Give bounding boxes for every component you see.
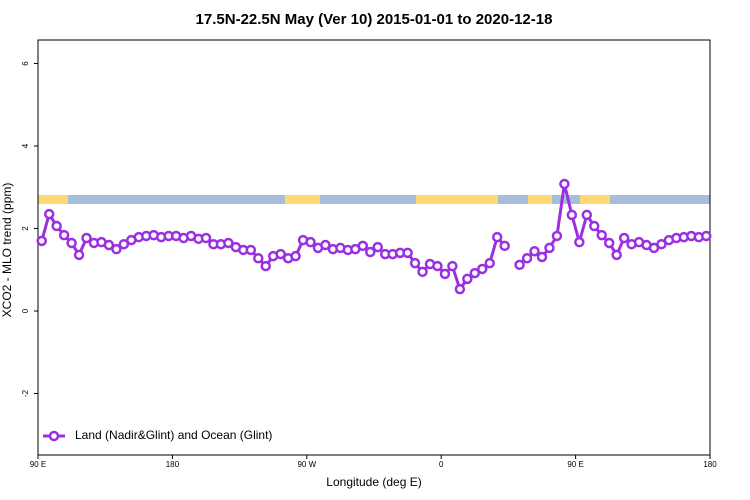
data-point [66,237,77,249]
data-point [103,239,115,251]
data-point [559,178,570,190]
data-point [81,232,92,244]
data-point [484,257,495,269]
data-point [529,245,540,257]
data-point [589,220,600,232]
data-point [701,230,712,242]
data-point [536,251,548,263]
land-ocean-band [38,195,710,204]
data-point [566,209,578,221]
legend-label: Land (Nadir&Glint) and Ocean (Glint) [75,428,272,442]
x-axis-label: Longitude (deg E) [326,475,421,489]
data-point [245,244,257,256]
data-point [551,230,563,242]
data-point [58,229,70,241]
data-point [656,238,667,250]
ocean-band [38,195,710,204]
data-point [365,246,376,258]
data-point [73,249,85,261]
data-point [499,240,510,252]
land-band [416,195,498,204]
data-point [454,283,466,295]
x-tick-label: 180 [166,460,180,469]
data-point [514,259,525,271]
data-point [290,250,301,262]
y-tick-label: 0 [21,308,30,313]
legend-marker [48,430,60,442]
data-point [372,241,383,253]
x-tick-label: 90 E [30,460,46,469]
x-tick-label: 180 [703,460,717,469]
land-band [580,195,610,204]
land-band [38,195,68,204]
data-point [469,267,481,279]
data-point [611,249,622,261]
data-point [581,209,593,221]
plot-frame [37,39,711,456]
data-point [200,232,212,244]
x-tick-label: 90 E [567,460,583,469]
x-tick-label: 90 W [297,460,316,469]
data-point [409,257,421,269]
data-point [447,260,458,272]
data-point [275,248,286,260]
data-point [477,263,488,275]
data-point [51,220,62,232]
x-tick-label: 0 [439,460,444,469]
data-point [596,229,607,241]
data-point [521,252,533,264]
data-point [439,268,451,280]
data-point [462,273,473,285]
data-point [260,260,271,272]
data-point [544,242,555,254]
data-point [491,231,503,243]
data-point [253,252,264,264]
chart-title: 17.5N-22.5N May (Ver 10) 2015-01-01 to 2… [196,11,553,28]
land-band [285,195,320,204]
y-tick-label: 6 [21,61,30,66]
data-point [320,239,331,251]
data-point [417,266,428,278]
data-point [603,237,615,249]
y-tick-label: 2 [21,226,30,231]
y-tick-label: 4 [21,143,30,148]
y-tick-label: -2 [21,389,30,397]
data-point [43,208,55,220]
data-point [402,247,413,259]
data-point [111,243,122,255]
data-point [432,260,443,272]
data-point [357,240,369,252]
data-point [574,236,585,248]
data-point [305,236,316,248]
data-point [118,238,130,250]
y-axis-label: XCO2 - MLO trend (ppm) [0,183,14,318]
data-point [618,232,630,244]
data-point [223,237,234,249]
data-point [36,235,47,247]
land-band [528,195,552,204]
